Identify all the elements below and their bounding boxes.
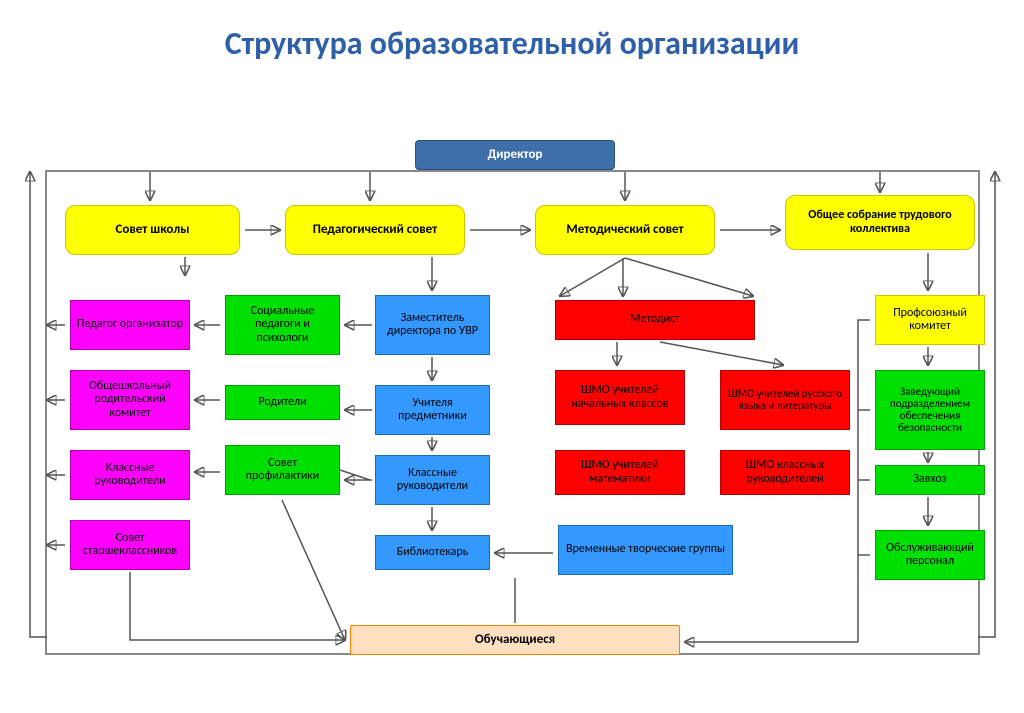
node-pedagog_org: Педагог организатор [70,300,190,350]
node-bibl: Библиотекарь [375,535,490,570]
node-obuch: Обучающиеся [350,625,680,655]
node-sovet_shkoly: Совет школы [65,205,240,255]
node-klass_ruk_c: Классные руководители [375,455,490,505]
node-zam_dir: Заместитель директора по УВР [375,295,490,355]
node-zavhoz: Завхоз [875,465,985,495]
node-klass_ruk_m: Классные руководители [70,450,190,500]
node-rodkom: Общешкольный родительский комитет [70,370,190,430]
node-shmo_mat: ШМО учителей математики [555,450,685,495]
node-shmo_russ: ШМО учителей русского языка и литературы [720,370,850,430]
node-ped_sovet: Педагогический совет [285,205,465,255]
node-director: Директор [415,140,615,170]
node-metod_sovet: Методический совет [535,205,715,255]
node-obsl_pers: Обслуживающий персонал [875,530,985,580]
node-zav_bezop: Заведующий подразделением обеспечения бе… [875,370,985,450]
node-shmo_nach: ШМО учителей начальных классов [555,370,685,425]
node-soc_ped: Социальные педагоги и психологи [225,295,340,355]
node-sovet_starsh: Совет старшеклассников [70,520,190,570]
node-profkom: Профсоюзный комитет [875,295,985,345]
node-obshch_sobr: Общее собрание трудового коллектива [785,195,975,250]
node-sovet_prof: Совет профилактики [225,445,340,495]
node-vrem_grp: Временные творческие группы [558,525,733,575]
node-uchitelya: Учителя предметники [375,385,490,435]
node-shmo_klruk: ШМО классных руководителей [720,450,850,495]
page-title: Структура образовательной организации [0,24,1024,63]
node-metodist: Методист [555,300,755,340]
node-roditeli: Родители [225,385,340,420]
